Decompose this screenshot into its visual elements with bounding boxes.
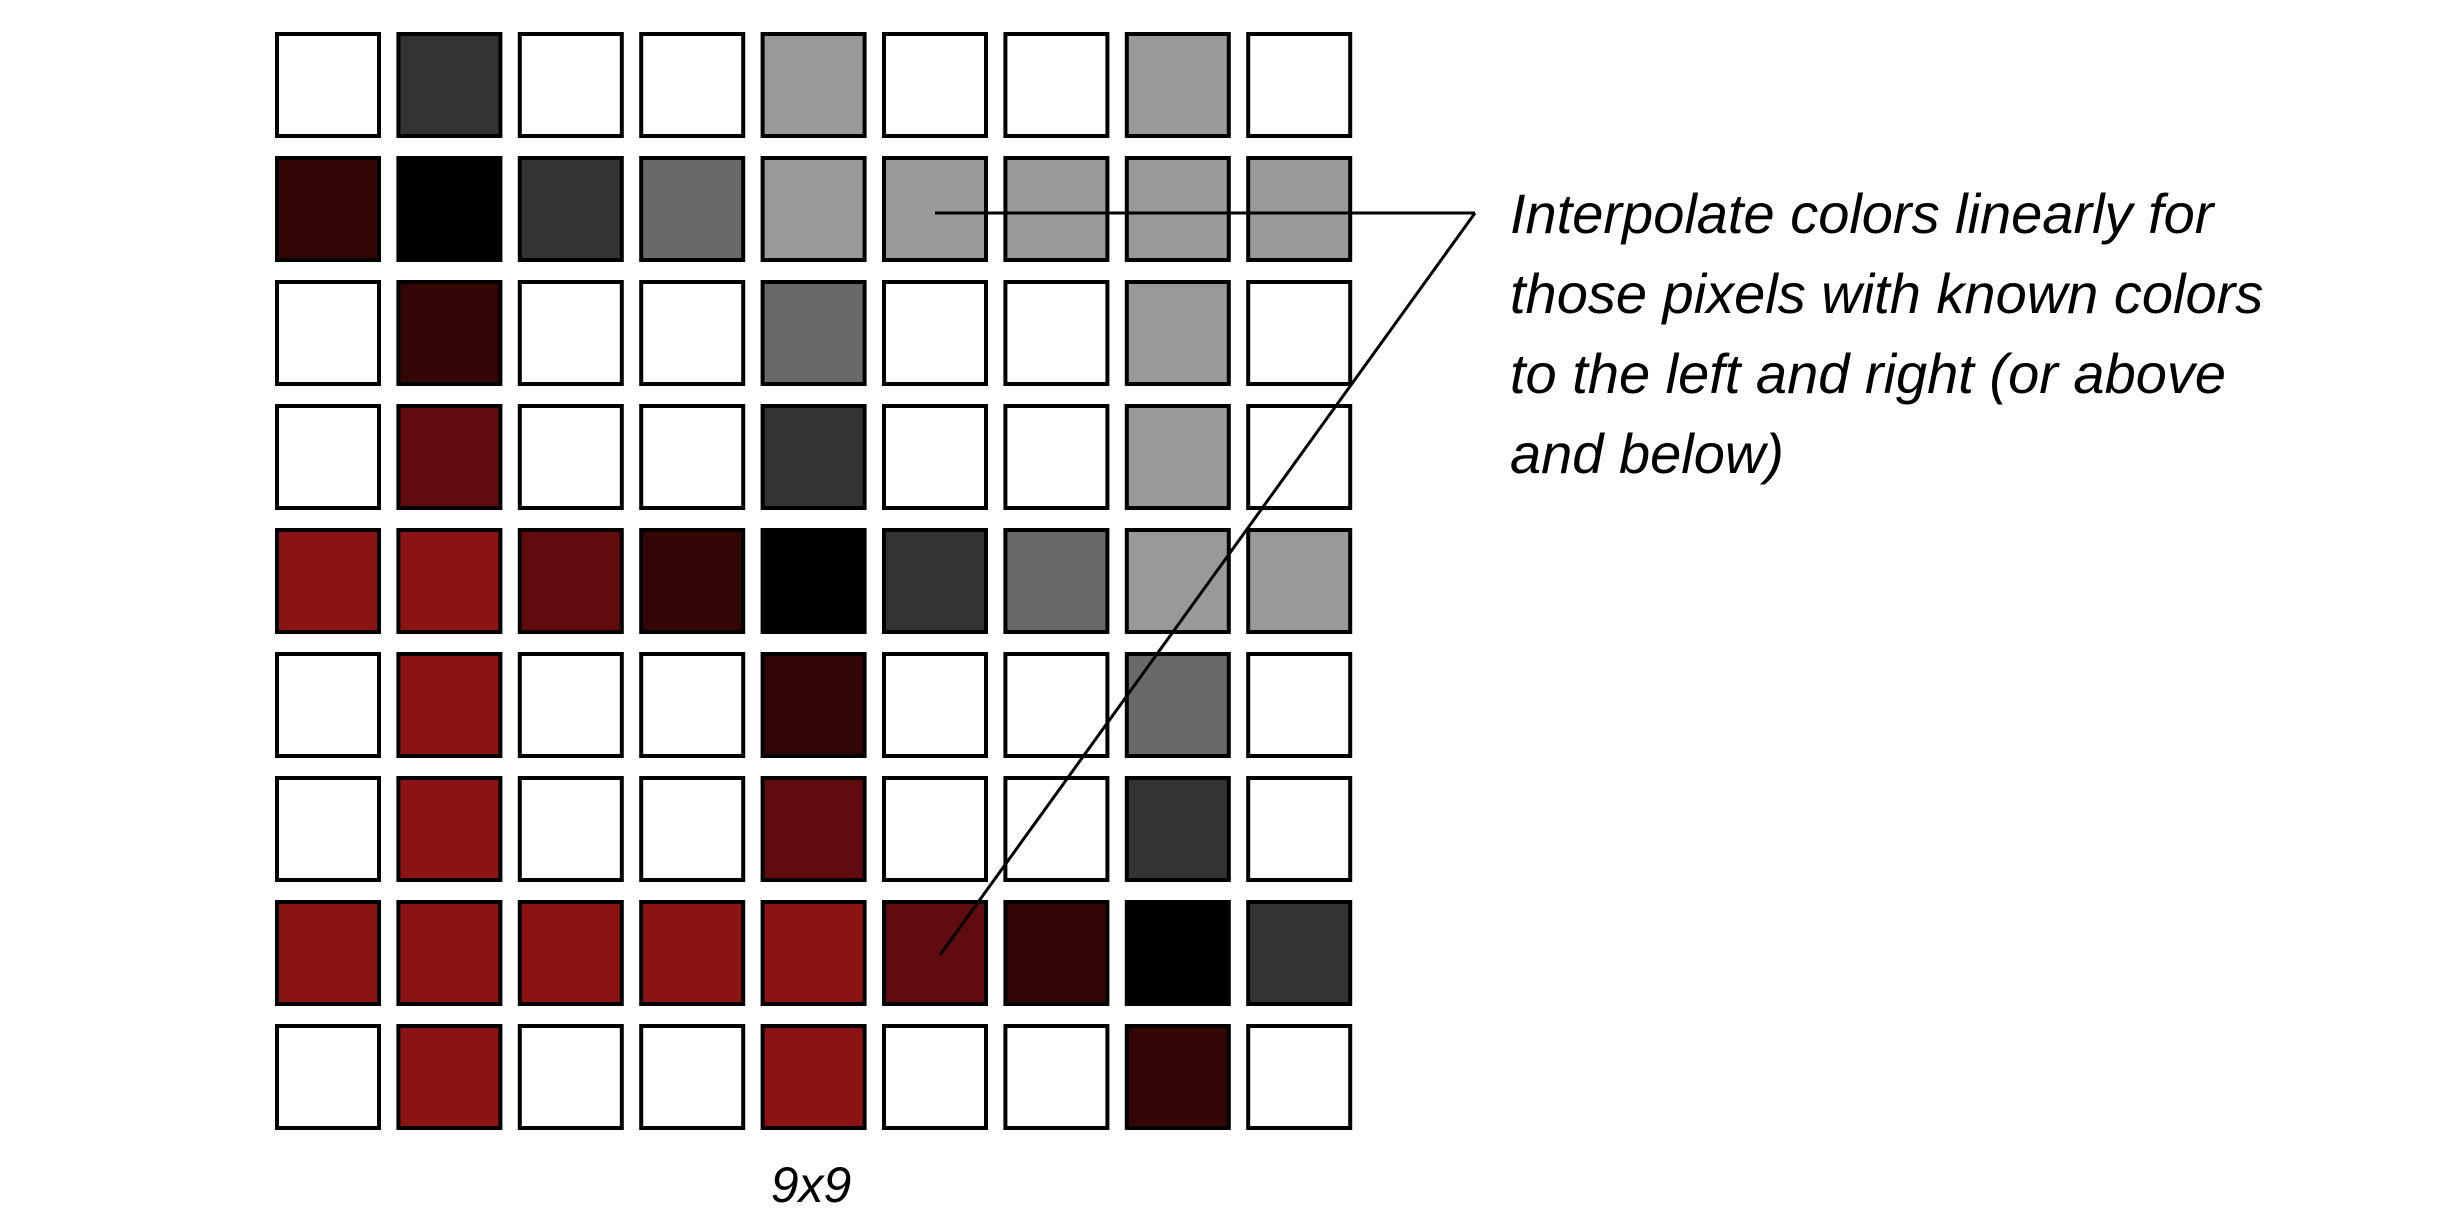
grid-cell-r4-c1 [398, 530, 500, 632]
grid-cell-r7-c0 [277, 902, 379, 1004]
grid-cell-r2-c6 [1005, 282, 1107, 384]
grid-cell-r6-c1 [398, 778, 500, 880]
grid-cell-r0-c4 [763, 34, 865, 136]
annotation-line: Interpolate colors linearly for [1510, 182, 2216, 245]
grid-cell-r1-c5 [884, 158, 986, 260]
grid-cell-r7-c4 [763, 902, 865, 1004]
grid-cell-r5-c2 [520, 654, 622, 756]
annotation-line: to the left and right (or above [1510, 342, 2226, 405]
grid-cell-r2-c1 [398, 282, 500, 384]
grid-cell-r3-c4 [763, 406, 865, 508]
grid-cell-r4-c8 [1248, 530, 1350, 632]
grid-caption: 9x9 [771, 1157, 852, 1213]
grid-cell-r3-c6 [1005, 406, 1107, 508]
grid-cell-r8-c6 [1005, 1026, 1107, 1128]
grid-cell-r1-c8 [1248, 158, 1350, 260]
grid-cell-r2-c5 [884, 282, 986, 384]
grid-cell-r5-c7 [1127, 654, 1229, 756]
grid-cell-r8-c2 [520, 1026, 622, 1128]
grid-cell-r2-c2 [520, 282, 622, 384]
grid-cell-r7-c1 [398, 902, 500, 1004]
grid-cell-r5-c3 [641, 654, 743, 756]
grid-cell-r4-c7 [1127, 530, 1229, 632]
grid-cell-r2-c4 [763, 282, 865, 384]
grid-cell-r0-c7 [1127, 34, 1229, 136]
grid-cell-r4-c6 [1005, 530, 1107, 632]
pixel-grid [277, 34, 1350, 1128]
grid-cell-r0-c5 [884, 34, 986, 136]
grid-cell-r5-c6 [1005, 654, 1107, 756]
grid-cell-r8-c1 [398, 1026, 500, 1128]
grid-cell-r7-c8 [1248, 902, 1350, 1004]
annotation-line: those pixels with known colors [1510, 262, 2263, 325]
grid-cell-r6-c4 [763, 778, 865, 880]
grid-cell-r1-c6 [1005, 158, 1107, 260]
grid-cell-r1-c7 [1127, 158, 1229, 260]
grid-cell-r6-c3 [641, 778, 743, 880]
grid-cell-r5-c0 [277, 654, 379, 756]
grid-cell-r6-c8 [1248, 778, 1350, 880]
grid-cell-r0-c1 [398, 34, 500, 136]
grid-cell-r2-c3 [641, 282, 743, 384]
grid-cell-r3-c0 [277, 406, 379, 508]
grid-cell-r4-c4 [763, 530, 865, 632]
grid-cell-r5-c1 [398, 654, 500, 756]
grid-cell-r3-c2 [520, 406, 622, 508]
grid-cell-r4-c2 [520, 530, 622, 632]
grid-cell-r3-c3 [641, 406, 743, 508]
grid-cell-r6-c2 [520, 778, 622, 880]
grid-cell-r6-c7 [1127, 778, 1229, 880]
annotation-text: Interpolate colors linearly for those pi… [1510, 182, 2279, 485]
grid-cell-r1-c3 [641, 158, 743, 260]
grid-cell-r0-c0 [277, 34, 379, 136]
grid-cell-r2-c8 [1248, 282, 1350, 384]
grid-cell-r1-c2 [520, 158, 622, 260]
grid-cell-r0-c2 [520, 34, 622, 136]
grid-cell-r7-c3 [641, 902, 743, 1004]
grid-cell-r8-c5 [884, 1026, 986, 1128]
grid-cell-r7-c6 [1005, 902, 1107, 1004]
grid-cell-r1-c0 [277, 158, 379, 260]
grid-cell-r8-c4 [763, 1026, 865, 1128]
grid-cell-r0-c6 [1005, 34, 1107, 136]
grid-cell-r8-c7 [1127, 1026, 1229, 1128]
grid-cell-r3-c1 [398, 406, 500, 508]
grid-cell-r2-c0 [277, 282, 379, 384]
grid-cell-r0-c8 [1248, 34, 1350, 136]
grid-cell-r6-c0 [277, 778, 379, 880]
grid-cell-r7-c7 [1127, 902, 1229, 1004]
grid-cell-r6-c5 [884, 778, 986, 880]
grid-cell-r7-c2 [520, 902, 622, 1004]
grid-cell-r5-c8 [1248, 654, 1350, 756]
grid-cell-r8-c8 [1248, 1026, 1350, 1128]
grid-cell-r8-c3 [641, 1026, 743, 1128]
grid-cell-r7-c5 [884, 902, 986, 1004]
grid-cell-r1-c1 [398, 158, 500, 260]
annotation-line: and below) [1510, 422, 1784, 485]
grid-cell-r2-c7 [1127, 282, 1229, 384]
grid-cell-r1-c4 [763, 158, 865, 260]
grid-cell-r4-c5 [884, 530, 986, 632]
grid-cell-r4-c3 [641, 530, 743, 632]
grid-cell-r4-c0 [277, 530, 379, 632]
grid-cell-r3-c5 [884, 406, 986, 508]
grid-cell-r5-c5 [884, 654, 986, 756]
grid-cell-r5-c4 [763, 654, 865, 756]
grid-cell-r3-c7 [1127, 406, 1229, 508]
grid-cell-r0-c3 [641, 34, 743, 136]
grid-cell-r8-c0 [277, 1026, 379, 1128]
